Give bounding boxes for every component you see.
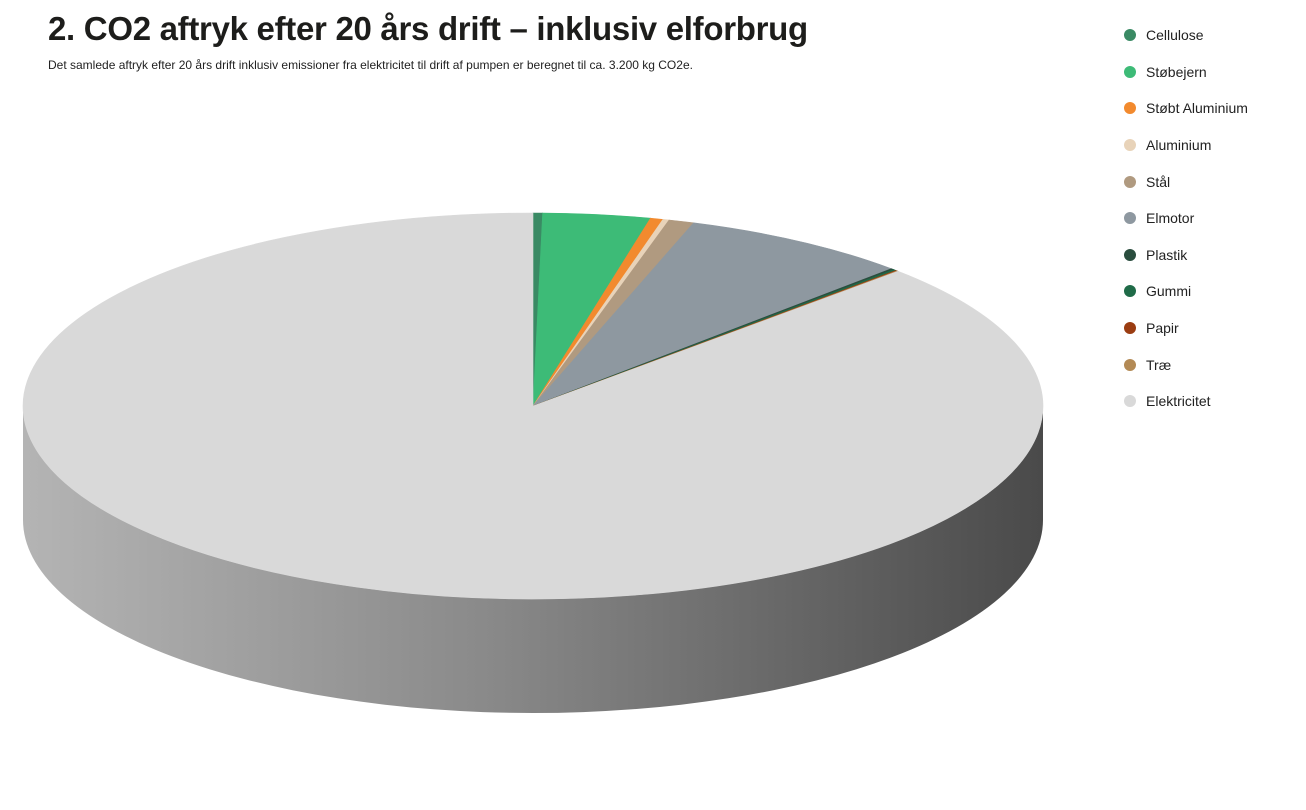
legend-swatch xyxy=(1124,322,1136,335)
legend-label: Støbt Aluminium xyxy=(1146,100,1248,117)
legend-label: Aluminium xyxy=(1146,137,1212,154)
legend-swatch xyxy=(1124,248,1136,261)
legend-item[interactable]: Støbt Aluminium xyxy=(1124,90,1300,127)
legend-swatch xyxy=(1124,395,1136,408)
legend-label: Elektricitet xyxy=(1146,393,1211,410)
page-subtitle: Det samlede aftryk efter 20 års drift in… xyxy=(48,58,693,72)
legend-label: Elmotor xyxy=(1146,210,1195,227)
legend-label: Cellulose xyxy=(1146,27,1204,44)
legend-item[interactable]: Træ xyxy=(1124,346,1300,383)
pie-slice-elmotor[interactable] xyxy=(532,222,893,407)
legend: Cellulose Støbejern Støbt Aluminium Alumini… xyxy=(1124,17,1300,420)
legend-label: Papir xyxy=(1146,320,1179,337)
legend-label: Støbejern xyxy=(1146,63,1207,80)
legend-label: Stål xyxy=(1146,173,1171,190)
legend-swatch xyxy=(1124,29,1136,42)
pie-slices xyxy=(22,212,1044,600)
legend-swatch xyxy=(1124,139,1136,152)
legend-swatch xyxy=(1124,358,1136,371)
pie-slice-elektricitet[interactable] xyxy=(22,212,1044,600)
legend-item[interactable]: Gummi xyxy=(1124,273,1300,310)
legend-item[interactable]: Plastik xyxy=(1124,237,1300,274)
legend-label: Træ xyxy=(1146,356,1172,373)
legend-swatch xyxy=(1124,102,1136,115)
legend-swatch xyxy=(1124,65,1136,78)
pie-side-wall xyxy=(23,406,1043,713)
legend-item[interactable]: Støbejern xyxy=(1124,54,1300,91)
legend-swatch xyxy=(1124,212,1136,225)
legend-swatch xyxy=(1124,285,1136,298)
legend-item[interactable]: Elmotor xyxy=(1124,200,1300,237)
legend-label: Gummi xyxy=(1146,283,1192,300)
legend-item[interactable]: Stål xyxy=(1124,163,1300,200)
legend-item[interactable]: Elektricitet xyxy=(1124,383,1300,420)
legend-label: Plastik xyxy=(1146,246,1188,263)
page-title: 2. CO2 aftryk efter 20 års drift – inklu… xyxy=(48,10,808,47)
legend-swatch xyxy=(1124,175,1136,188)
legend-item[interactable]: Papir xyxy=(1124,310,1300,347)
legend-item[interactable]: Aluminium xyxy=(1124,127,1300,164)
legend-item[interactable]: Cellulose xyxy=(1124,17,1300,54)
